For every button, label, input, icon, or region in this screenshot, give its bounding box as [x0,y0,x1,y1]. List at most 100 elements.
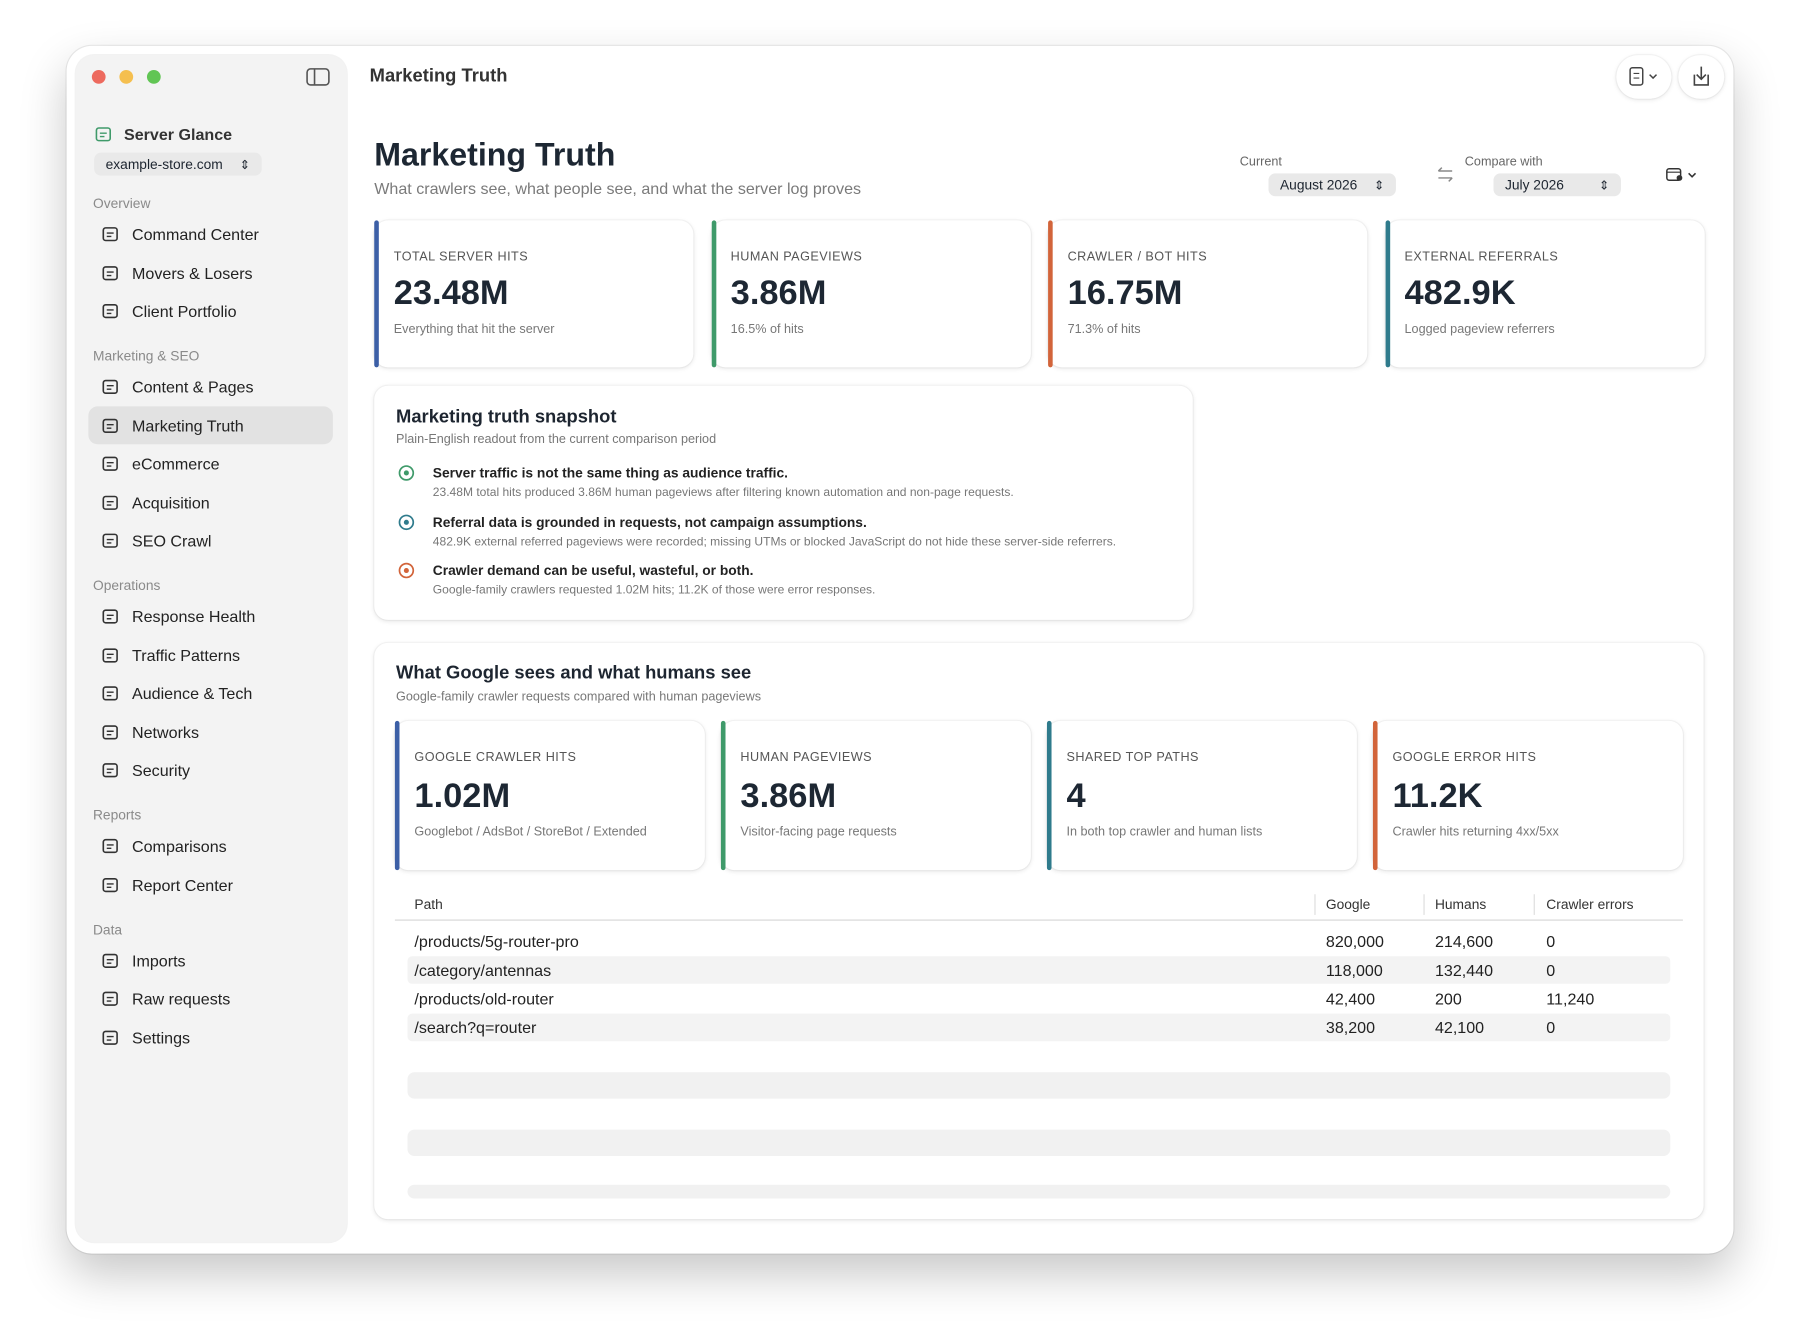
kpi-card [1046,720,1357,871]
sidebar-item[interactable]: Raw requests [132,989,231,1008]
sidebar-item[interactable]: Content & Pages [132,377,254,397]
kpi-note: Crawler hits returning 4xx/5xx [1392,825,1559,840]
calendar-menu[interactable] [1665,165,1702,183]
sidebar-item[interactable]: Response Health [132,607,256,626]
site-name: example-store.com [105,156,223,173]
kpi-accent [374,220,379,368]
export-menu-button[interactable] [1616,55,1672,99]
snapshot-detail: 23.48M total hits produced 3.86M human p… [432,485,1014,500]
kpi-card [374,220,694,368]
period-value: August 2026 [1279,176,1358,193]
kpi-card [1048,220,1368,368]
compare-label: Compare with [1464,154,1543,169]
sidebar-item[interactable]: Networks [132,722,200,742]
table-cell: 132,440 [1434,960,1494,980]
snapshot-icon [398,465,415,481]
table-header: Crawler errors [1546,896,1634,913]
sidebar-toggle[interactable] [305,67,330,88]
table-cell: /products/old-router [414,989,554,1008]
sidebar-item[interactable]: Audience & Tech [132,684,253,703]
snapshot-icon [398,562,415,579]
snapshot-card [374,385,1193,620]
page-title: Marketing Truth [374,136,616,173]
kpi-note: Googlebot / AdsBot / StoreBot / Extended [414,825,647,840]
kpi-value: 16.75M [1067,274,1183,313]
table-cell: 42,400 [1325,989,1376,1008]
period-selector[interactable]: July 2026 ⇕ [1493,173,1621,197]
period-selector[interactable]: August 2026 ⇕ [1268,173,1396,197]
sidebar-section-label: Operations [92,577,161,594]
kpi-accent [394,720,400,871]
sidebar-item[interactable]: Security [132,761,191,780]
traffic-lights[interactable] [90,67,170,88]
table-cell: 11,240 [1546,989,1595,1008]
sidebar-section-label: Reports [92,807,142,824]
sidebar-selected-bg [88,406,333,445]
kpi-label: SHARED TOP PATHS [1066,750,1199,765]
kpi-accent [1372,720,1378,871]
sidebar-section-label: Data [92,921,123,938]
sidebar-item[interactable]: Movers & Losers [132,263,253,282]
snapshot-title: Marketing truth snapshot [396,407,617,428]
table-cell: 42,100 [1434,1018,1485,1037]
sidebar-item[interactable]: Marketing Truth [132,416,244,435]
sidebar-item-icon [102,418,118,433]
kpi-value: 482.9K [1404,274,1516,313]
sidebar [75,55,347,1243]
kpi-label: HUMAN PAGEVIEWS [730,250,863,265]
kpi-card [1372,720,1683,871]
table-cell: 0 [1546,932,1556,951]
sidebar-item-icon [102,609,118,624]
row-stripe [407,956,1671,984]
sidebar-item[interactable]: Report Center [132,875,233,894]
kpi-card [1385,220,1705,368]
kpi-accent [720,720,726,871]
sidebar-item[interactable]: Client Portfolio [132,301,237,321]
sidebar-item-icon [102,953,118,968]
sidebar-item[interactable]: Imports [132,951,186,970]
sidebar-item[interactable]: Command Center [132,225,259,244]
current-label: Current [1239,154,1282,169]
kpi-accent [711,220,716,368]
kpi-accent [1048,220,1053,368]
loading-placeholder [407,1129,1671,1156]
sidebar-item-icon [102,647,118,663]
kpi-value: 11.2K [1392,777,1483,816]
snapshot-heading: Crawler demand can be useful, wasteful, … [432,562,754,579]
kpi-card [394,720,705,871]
sidebar-section-label: Marketing & SEO [92,347,200,364]
sidebar-item[interactable]: Settings [132,1027,191,1047]
page-subtitle: What crawlers see, what people see, and … [374,179,862,198]
chevron: ⇕ [1598,178,1610,193]
snapshot-subtitle: Plain-English readout from the current c… [396,432,717,447]
swap-icon[interactable] [1435,165,1456,183]
table-cell: 0 [1546,960,1556,980]
sidebar-item-icon [102,495,118,510]
sidebar-item[interactable]: Comparisons [132,836,227,856]
kpi-note: Logged pageview referrers [1404,322,1555,337]
table-header: Path [414,896,443,913]
site-selector[interactable]: example-store.com ⇕ [94,152,262,176]
sidebar-item-icon [102,838,118,854]
loading-placeholder [407,1072,1671,1099]
header-rule [394,919,1683,921]
sidebar-item-icon [102,265,118,280]
sidebar-item-icon [102,303,118,319]
sidebar-item[interactable]: Traffic Patterns [132,645,241,665]
row-stripe [407,1013,1671,1042]
kpi-accent [1046,720,1052,871]
kpi-label: CRAWLER / BOT HITS [1067,250,1208,265]
kpi-value: 4 [1066,777,1086,816]
sidebar-item[interactable]: eCommerce [132,454,220,473]
sidebar-item[interactable]: SEO Crawl [132,531,212,550]
snapshot-heading: Referral data is grounded in requests, n… [432,513,867,530]
download-button[interactable] [1678,55,1725,99]
window-title: Marketing Truth [369,66,508,87]
sidebar-item-icon [102,227,118,242]
table-cell: 38,200 [1325,1018,1376,1037]
sidebar-item[interactable]: Acquisition [132,493,210,512]
kpi-note: Visitor-facing page requests [740,825,897,840]
kpi-note: 71.3% of hits [1067,322,1141,337]
sidebar-item-icon [102,686,118,701]
chevron: ⇕ [239,157,251,172]
